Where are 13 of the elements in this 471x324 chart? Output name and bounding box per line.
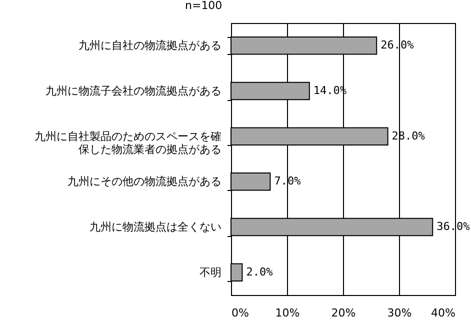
x-tick-label: 20% bbox=[331, 306, 356, 320]
x-tick-label: 40% bbox=[431, 306, 456, 320]
y-tick-label: 不明 bbox=[200, 266, 222, 279]
y-tick-label: 九州に自社製品のためのスペースを確保した物流業者の拠点がある bbox=[34, 130, 222, 156]
x-tick-label: 0% bbox=[232, 306, 249, 320]
chart-title: n=100 bbox=[185, 0, 222, 12]
x-tick-label: 30% bbox=[387, 306, 412, 320]
y-tick-label: 九州に物流子会社の物流拠点がある bbox=[46, 84, 222, 98]
x-tick-label: 10% bbox=[275, 306, 300, 320]
data-label: 2.0% bbox=[246, 265, 274, 278]
y-tick-label: 九州に自社の物流拠点がある bbox=[78, 39, 222, 52]
y-tick-label: 九州に物流拠点は全くない bbox=[90, 220, 222, 234]
y-tick-label: 九州にその他の物流拠点がある bbox=[68, 175, 222, 188]
